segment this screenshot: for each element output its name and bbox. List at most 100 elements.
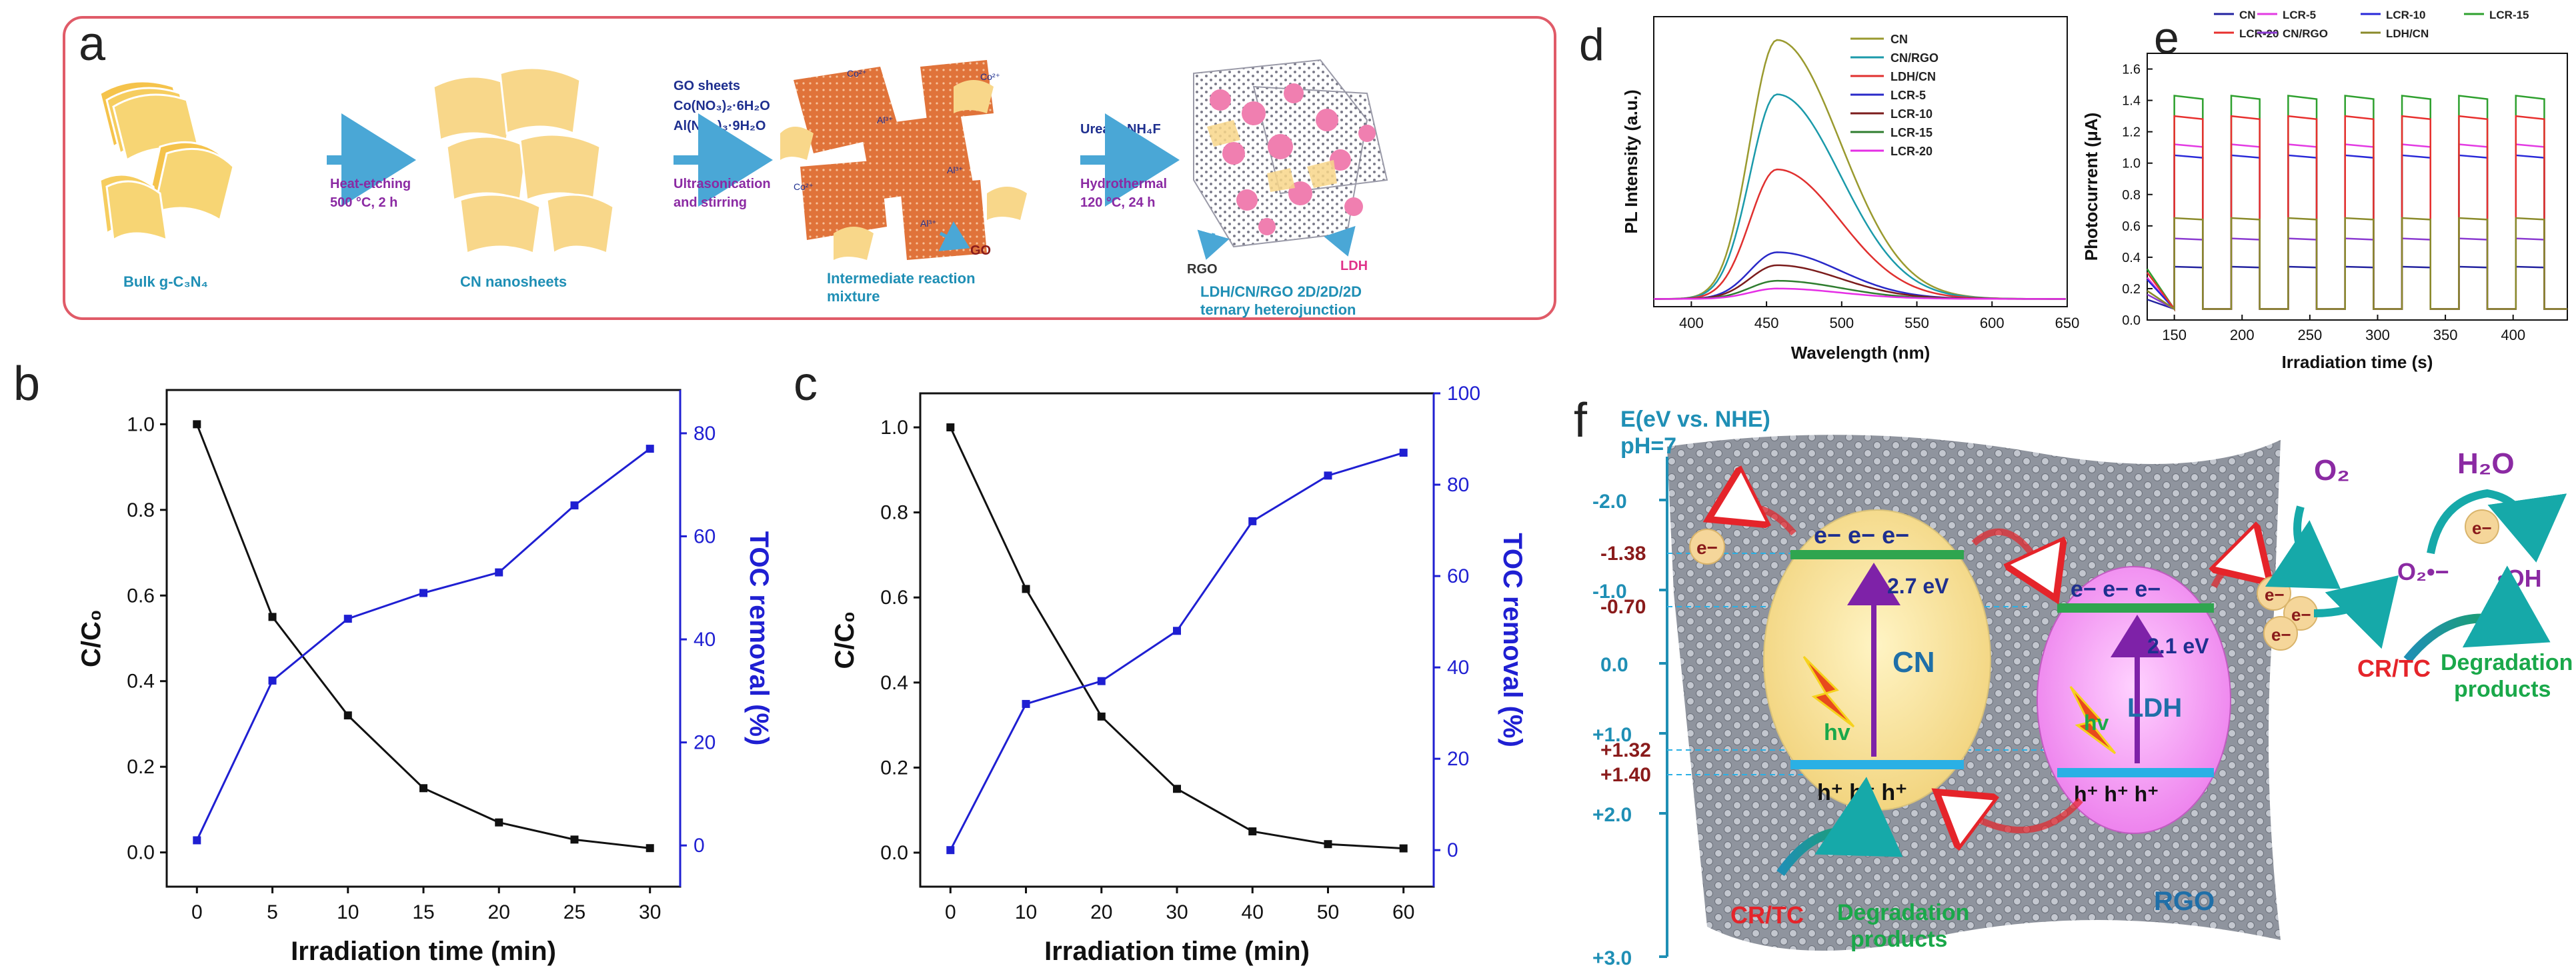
y2-tick-label: 80 [1447, 474, 1469, 496]
y-tick-label: 0.4 [127, 671, 155, 693]
electron-text-h2o: e− [2472, 518, 2492, 538]
h2o-reaction-arrow [2427, 489, 2567, 563]
y-tick-label: 0.8 [880, 502, 908, 524]
superoxide-label: O₂•− [2397, 558, 2449, 585]
level-label-2: -0.70 [1600, 596, 1646, 618]
h2o-label: H₂O [2457, 447, 2515, 480]
panel-letter-b: b [13, 357, 40, 411]
x-tick-label: 300 [2365, 327, 2390, 343]
cn-vb-band [1790, 760, 1964, 769]
photocurrent-lcr-10 [2147, 154, 2567, 311]
photocurrent-ldh-cn [2147, 217, 2567, 311]
data-point-toc [646, 445, 654, 453]
panel-d: d 400 450 500 550 600 650 Wavelength (nm) PL In… [1574, 0, 2081, 400]
x-tick-label: 20 [1090, 901, 1112, 923]
data-point-toc [570, 501, 579, 510]
y2-tick-label: 60 [694, 525, 716, 547]
data-point-toc [1399, 449, 1408, 457]
x-tick-label: 40 [1242, 901, 1264, 923]
step2-reagent-3: Al(NO₃)₃·9H₂O [674, 119, 766, 133]
data-point-cc0 [570, 835, 579, 844]
bulk-label: Bulk g-C₃N₄ [123, 273, 208, 290]
crtc-right: CR/TC [2357, 655, 2431, 682]
x-axis-title: Irradiation time (min) [291, 937, 556, 966]
panel-letter-d: d [1579, 19, 1604, 70]
products-right-2: products [2454, 677, 2551, 702]
products-bottom-1: Degradation [1837, 900, 1969, 925]
y2-tick-label: 40 [1447, 657, 1469, 679]
legend-label: CN [1890, 33, 1908, 46]
legend-label: LCR-15 [1890, 126, 1933, 139]
panel-e: e 150 200 250 300 350 400 0.0 0.2 0.4 0.6 0.8 1.0 1.… [2081, 0, 2576, 400]
x-tick-label: 60 [1392, 901, 1414, 923]
degradation-arrow-bottom [1776, 777, 1903, 877]
hole-transfer-arrow [1947, 800, 2083, 830]
y-tick-label: 1.4 [2122, 94, 2141, 109]
data-point-cc0 [1022, 585, 1030, 593]
y2-tick-label: 0 [1447, 839, 1458, 861]
x-tick-label: 550 [1904, 315, 1929, 331]
y-tick-label: 0.8 [2122, 188, 2141, 203]
final-label-2: ternary heterojunction [1200, 301, 1356, 318]
y-tick-label: 0.0 [2122, 313, 2141, 328]
panel-b: b 0 5 10 15 20 25 30 0.0 0.2 0.4 0.6 0.8 1.0 0 20 40 60 8… [0, 327, 787, 970]
plot-frame [165, 389, 682, 888]
superoxide-arrow [2313, 575, 2399, 649]
data-point-toc [343, 615, 352, 623]
y-tick-label: 1.0 [127, 413, 155, 435]
panel-a: a Bulk g-C₃N₄ Heat-etching 500 °C, 2 h C… [60, 13, 1560, 323]
y-tick-label: 0.2 [880, 757, 908, 779]
x-axis-title: Wavelength (nm) [1791, 343, 1930, 363]
electron-bubble-left: e− [1689, 529, 1725, 565]
y2-axis-title: TOC removal (%) [1498, 533, 1527, 747]
cn-lightning-icon [1802, 655, 1855, 728]
energy-tick-2: -1.0 [1592, 581, 1627, 603]
x-tick-label: 50 [1317, 901, 1339, 923]
panel-letter-c: c [794, 357, 818, 411]
electron-text-c2: e− [2291, 605, 2311, 625]
level-label-3: +1.32 [1600, 739, 1651, 761]
cn-label: CN nanosheets [460, 273, 567, 290]
data-point-toc [1248, 517, 1257, 525]
y-tick-label: 0.4 [2122, 251, 2141, 265]
legend-label: LCR-20 [1890, 145, 1933, 158]
panel-f: f E(eV vs. NHE) pH=7 -2.0 -1.0 0.0 +1.0 … [1574, 393, 2576, 970]
level-label-4: +1.40 [1600, 764, 1651, 786]
y-tick-label: 1.0 [2122, 157, 2141, 171]
x-tick-label: 15 [412, 901, 434, 923]
data-point-toc [1173, 627, 1181, 635]
ion-al-1: Al³⁺ [877, 115, 894, 125]
y-axis-title: Photocurrent (μA) [2081, 113, 2101, 261]
ion-co-3: Co²⁺ [794, 181, 814, 192]
products-right-1: Degradation [2441, 650, 2573, 675]
step1-top: Heat-etching [330, 177, 411, 191]
ldh-name: LDH [2127, 693, 2182, 723]
legend-label: CN [2239, 9, 2256, 21]
x-axis-title: Irradiation time (min) [1044, 937, 1310, 966]
chart-e: e 150 200 250 300 350 400 0.0 0.2 0.4 0.6 0.8 1.0 1.… [2081, 9, 2568, 372]
data-point-cc0 [1248, 827, 1257, 836]
y2-axis-title: TOC removal (%) [744, 531, 774, 746]
electron-text-c1: e− [2265, 585, 2285, 605]
photocurrent-lcr-15 [2146, 95, 2567, 312]
chart-b: b 0 5 10 15 20 25 30 0.0 0.2 0.4 0.6 0.8 1.0 0 20 40 60 8… [13, 357, 774, 966]
cn-cb-band [1790, 550, 1964, 559]
data-point-cc0 [343, 711, 352, 720]
energy-tick-5: +2.0 [1592, 804, 1632, 826]
data-point-cc0 [1399, 844, 1408, 853]
heterojunction-illustration [1193, 59, 1388, 260]
y2-tick-label: 60 [1447, 565, 1469, 587]
y-tick-label: 1.0 [880, 417, 908, 439]
x-tick-label: 200 [2230, 327, 2255, 343]
legend-label: LDH/CN [1890, 70, 1936, 83]
legend-label: LCR-15 [2489, 9, 2529, 21]
series-line-toc [195, 447, 651, 841]
crtc-bottom: CR/TC [1730, 901, 1804, 929]
y2-tick-label: 100 [1447, 383, 1480, 405]
data-point-cc0 [419, 784, 427, 793]
y-tick-label: 0.0 [127, 842, 155, 864]
photocurrent-cn-rgo [2147, 237, 2567, 311]
x-tick-label: 20 [488, 901, 510, 923]
cn-electrons: e− e− e− [1814, 521, 1909, 549]
step2-reagent-1: GO sheets [674, 79, 740, 93]
